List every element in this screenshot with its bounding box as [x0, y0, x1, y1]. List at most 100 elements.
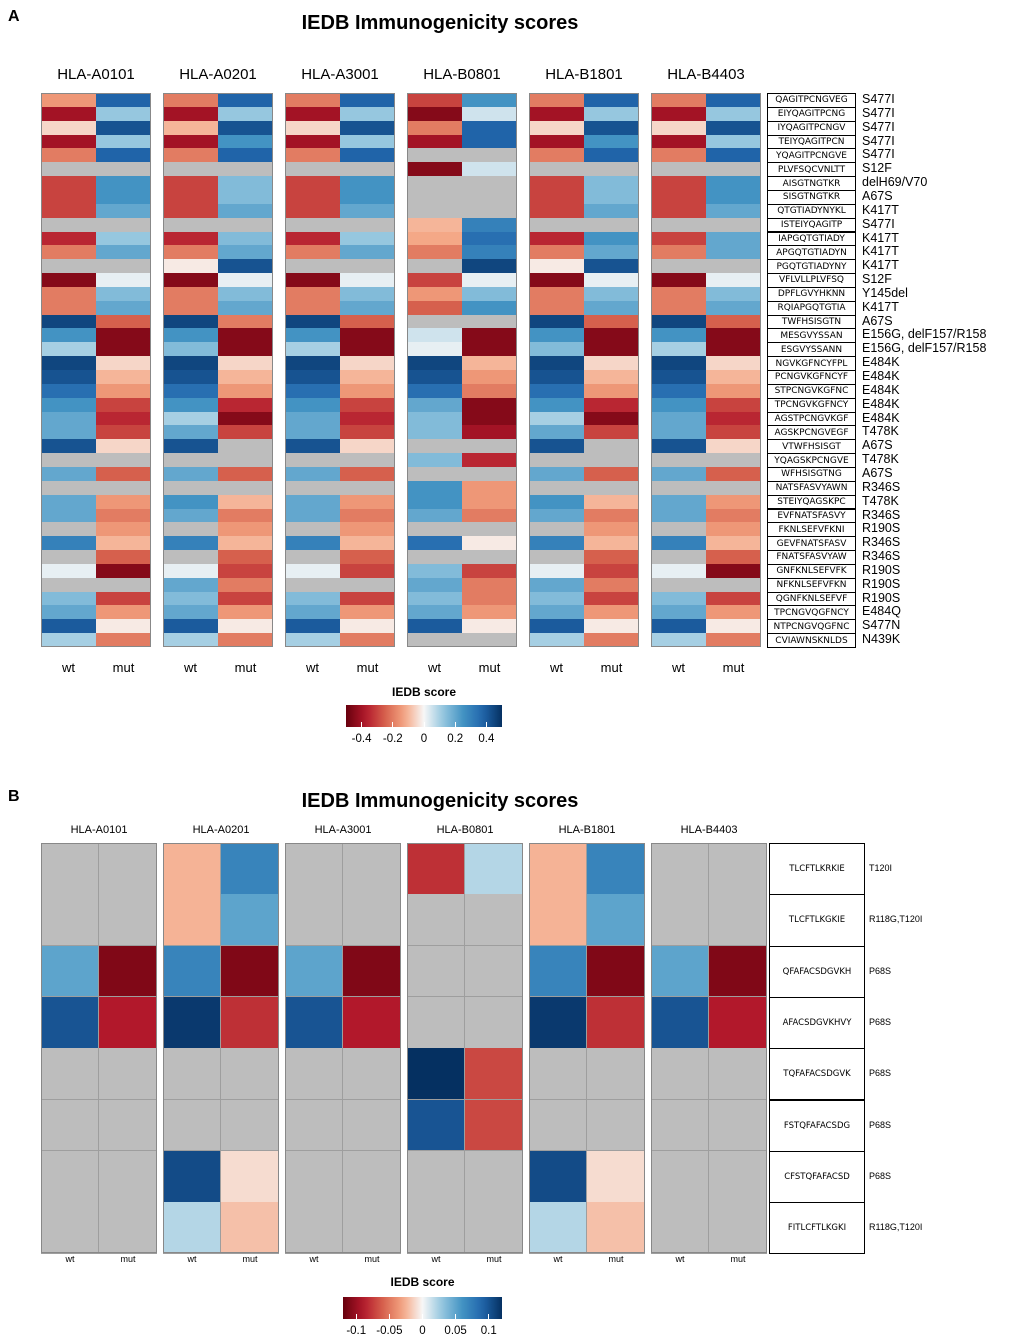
mutation-label: P68S: [869, 1170, 892, 1181]
heatmap-cell: [41, 120, 96, 136]
heatmap-cell: [163, 605, 218, 620]
heatmap-cell: [340, 370, 395, 385]
heatmap-cell: [706, 217, 761, 232]
heatmap-cell: [462, 397, 517, 413]
peptide-label: AISGTNGTKR: [767, 176, 856, 191]
heatmap-cell: [343, 843, 401, 895]
heatmap-cell: [163, 945, 221, 998]
heatmap-cell: [462, 550, 517, 565]
heatmap-cell: [651, 370, 706, 385]
heatmap-cell: [163, 536, 218, 551]
mutation-label: R118G,T120I: [869, 1222, 923, 1233]
heatmap-cell: [651, 843, 709, 895]
heatmap-cell: [285, 619, 340, 634]
heatmap-cell: [709, 945, 767, 998]
heatmap-cell: [706, 397, 761, 413]
heatmap-cell: [285, 466, 340, 482]
heatmap-cell: [285, 162, 340, 177]
heatmap-cell: [407, 945, 465, 998]
heatmap-cell: [584, 591, 639, 606]
heatmap-cell: [529, 286, 584, 302]
heatmap-cell: [584, 453, 639, 468]
column-label: mut: [364, 1254, 380, 1264]
peptide-label: STPCNGVKGFNC: [767, 383, 856, 399]
heatmap-cell: [41, 342, 96, 357]
peptide-label: NTPCNGVQGFNC: [767, 619, 856, 635]
heatmap-cell: [41, 453, 96, 468]
heatmap-cell: [96, 397, 151, 413]
heatmap-cell: [340, 480, 395, 496]
column-label: mut: [600, 660, 623, 675]
heatmap-group-frame: [41, 843, 157, 1254]
heatmap-cell: [96, 536, 151, 551]
mutation-label: T478K: [862, 493, 899, 508]
hla-label: HLA-B4403: [680, 824, 738, 836]
heatmap-cell: [99, 1048, 157, 1100]
heatmap-cell: [462, 93, 517, 108]
heatmap-cell: [221, 1202, 279, 1254]
heatmap-cell: [41, 356, 96, 371]
heatmap-cell: [218, 522, 273, 537]
heatmap-cell: [651, 996, 709, 1049]
heatmap-cell: [706, 605, 761, 620]
colorbar-tick-label: -0.2: [382, 733, 403, 745]
heatmap-cell: [651, 480, 706, 496]
heatmap-cell: [41, 480, 96, 496]
heatmap-cell: [462, 203, 517, 219]
heatmap-cell: [163, 1202, 221, 1254]
column-label: mut: [120, 1254, 136, 1264]
mutation-label: R346S: [862, 535, 901, 550]
heatmap-cell: [529, 550, 584, 565]
heatmap-cell: [584, 120, 639, 136]
heatmap-cell: [285, 106, 340, 122]
heatmap-cell: [706, 106, 761, 122]
heatmap-cell: [218, 550, 273, 565]
heatmap-cell: [41, 314, 96, 329]
column-label: mut: [608, 1254, 624, 1264]
heatmap-cell: [706, 93, 761, 108]
heatmap-cell: [218, 480, 273, 496]
heatmap-cell: [706, 134, 761, 149]
heatmap-cell: [529, 328, 584, 343]
heatmap-cell: [529, 203, 584, 219]
colorbar-tick-label: 0: [419, 1325, 426, 1337]
hla-label: HLA-A0201: [179, 66, 257, 83]
heatmap-cell: [163, 342, 218, 357]
heatmap-cell: [96, 356, 151, 371]
column-label: wt: [550, 660, 563, 675]
heatmap-cell: [41, 176, 96, 191]
heatmap-cell: [218, 536, 273, 551]
column-label: mut: [486, 1254, 502, 1264]
heatmap-cell: [285, 370, 340, 385]
heatmap-cell: [340, 577, 395, 593]
peptide-label: YQAGITPCNGVE: [767, 148, 856, 164]
heatmap-cell: [651, 106, 706, 122]
heatmap-cell: [651, 536, 706, 551]
heatmap-cell: [706, 591, 761, 606]
heatmap-cell: [218, 439, 273, 454]
heatmap-cell: [529, 1099, 587, 1152]
heatmap-cell: [584, 425, 639, 440]
panel-title: IEDB Immunogenicity scores: [301, 12, 579, 34]
column-label: wt: [187, 1254, 197, 1264]
heatmap-cell: [340, 411, 395, 426]
peptide-label: QAGITPCNGVEG: [767, 93, 856, 108]
heatmap-cell: [285, 356, 340, 371]
heatmap-cell: [462, 591, 517, 606]
hla-label: HLA-B1801: [558, 824, 616, 836]
heatmap-cell: [96, 286, 151, 302]
colorbar-tick-label: -0.1: [346, 1325, 367, 1337]
heatmap-cell: [340, 550, 395, 565]
heatmap-cell: [218, 591, 273, 606]
heatmap-cell: [41, 494, 96, 509]
heatmap-cell: [96, 314, 151, 329]
legend-title: IEDB score: [391, 685, 457, 699]
mutation-label: K417T: [862, 230, 899, 245]
heatmap-cell: [96, 259, 151, 274]
peptide-label: ISTEIYQAGITP: [767, 217, 856, 233]
peptide-label: QTGTIADYNYKL: [767, 203, 856, 219]
mutation-label: R346S: [862, 479, 901, 494]
heatmap-cell: [529, 397, 584, 413]
heatmap-cell: [407, 536, 462, 551]
heatmap-cell: [41, 411, 96, 426]
